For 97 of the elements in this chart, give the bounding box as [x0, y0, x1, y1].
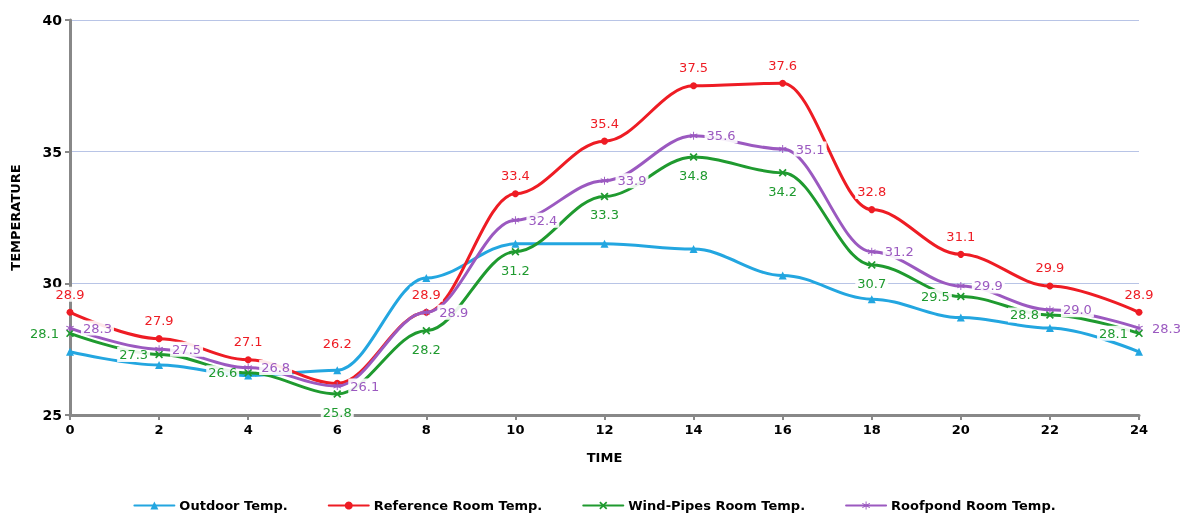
data-label: 35.4 — [590, 115, 619, 131]
data-label: 34.8 — [679, 167, 709, 183]
data-label: 32.8 — [857, 184, 887, 200]
legend-label: Reference Room Temp. — [373, 498, 543, 513]
point — [155, 335, 163, 343]
point — [600, 192, 609, 201]
point — [779, 79, 787, 87]
point — [867, 247, 876, 256]
data-label: 28.2 — [411, 341, 441, 357]
data-label: 35.6 — [706, 128, 736, 144]
point — [1045, 310, 1054, 319]
point — [511, 247, 520, 256]
data-label: 33.4 — [500, 168, 530, 184]
x-tick-label: 12 — [595, 422, 614, 437]
point — [244, 356, 252, 364]
point — [689, 245, 698, 254]
x-tick-label: 10 — [506, 422, 525, 437]
data-label: 31.2 — [500, 262, 530, 278]
point — [689, 131, 698, 140]
data-label: 33.9 — [617, 173, 647, 189]
point — [333, 389, 342, 398]
y-tick-label: 40 — [42, 12, 63, 28]
point — [422, 274, 431, 283]
point — [957, 250, 965, 258]
y-tick-label: 25 — [42, 407, 62, 423]
data-label: 28.3 — [1152, 320, 1181, 336]
point — [778, 168, 787, 177]
data-label: 29.0 — [1062, 302, 1092, 318]
point — [155, 345, 164, 354]
point — [690, 82, 698, 90]
point — [1135, 347, 1143, 356]
data-label: 28.9 — [411, 286, 441, 302]
point — [66, 308, 74, 316]
data-label: 31.2 — [884, 244, 914, 260]
data-label: 28.8 — [1009, 307, 1039, 323]
point — [956, 313, 965, 322]
data-label: 26.2 — [322, 335, 352, 351]
x-tick-label: 18 — [862, 422, 881, 437]
data-label: 27.9 — [144, 313, 174, 329]
legend-label: Roofpond Room Temp. — [891, 498, 1056, 513]
x-tick-label: 8 — [421, 422, 431, 437]
point — [1135, 308, 1143, 316]
point — [422, 326, 431, 335]
point — [867, 260, 876, 269]
point — [601, 137, 608, 145]
point — [1045, 324, 1054, 333]
data-label: 27.3 — [119, 346, 149, 362]
data-label: 37.5 — [679, 60, 709, 76]
x-tick-label: 16 — [773, 422, 792, 437]
point — [600, 239, 609, 248]
point — [600, 176, 609, 185]
data-label: 28.1 — [1099, 325, 1128, 341]
data-label: 27.5 — [172, 341, 202, 357]
data-label: 32.4 — [528, 212, 558, 228]
y-tick-label: 35 — [42, 143, 62, 160]
data-label: 28.9 — [439, 304, 469, 320]
data-label: 28.1 — [30, 325, 59, 341]
data-label: 28.9 — [1124, 286, 1154, 302]
legend-label: Wind-Pipes Room Temp. — [628, 498, 806, 513]
data-label: 31.1 — [946, 228, 976, 244]
point — [868, 206, 876, 214]
data-label: 29.9 — [973, 278, 1003, 294]
point — [1045, 305, 1054, 314]
data-label: 30.7 — [857, 275, 887, 291]
data-label: 26.6 — [208, 365, 238, 381]
data-label: 29.5 — [920, 289, 950, 304]
x-axis-title: TIME — [586, 450, 623, 465]
data-label: 29.9 — [1035, 260, 1065, 276]
point — [778, 145, 787, 154]
x-tick-label: 6 — [332, 422, 342, 437]
x-tick-label: 24 — [1129, 422, 1149, 437]
data-label: 35.1 — [795, 141, 825, 157]
point — [956, 281, 965, 290]
x-tick-label: 22 — [1040, 422, 1059, 437]
data-label: 28.9 — [55, 286, 85, 302]
data-label: 33.3 — [590, 207, 619, 223]
point — [511, 216, 520, 225]
x-tick-label: 4 — [243, 422, 253, 437]
data-label: 27.1 — [233, 334, 263, 350]
point — [511, 190, 519, 198]
x-tick-label: 20 — [951, 422, 970, 437]
x-tick-label: 14 — [684, 422, 703, 437]
x-tick-label: 2 — [154, 422, 164, 437]
point — [333, 382, 342, 391]
y-axis-title: TEMPERATURE — [8, 164, 23, 271]
point — [66, 347, 74, 356]
point — [155, 360, 164, 369]
point — [511, 239, 520, 248]
data-label: 37.6 — [768, 57, 798, 73]
data-label: 28.3 — [83, 320, 112, 336]
data-label: 34.2 — [768, 183, 798, 199]
point — [244, 363, 253, 372]
x-tick-label: 0 — [65, 422, 75, 437]
data-label: 26.8 — [261, 360, 291, 376]
data-label: 25.8 — [322, 404, 352, 420]
legend-label: Outdoor Temp. — [179, 498, 288, 513]
data-label: 26.1 — [350, 378, 380, 394]
